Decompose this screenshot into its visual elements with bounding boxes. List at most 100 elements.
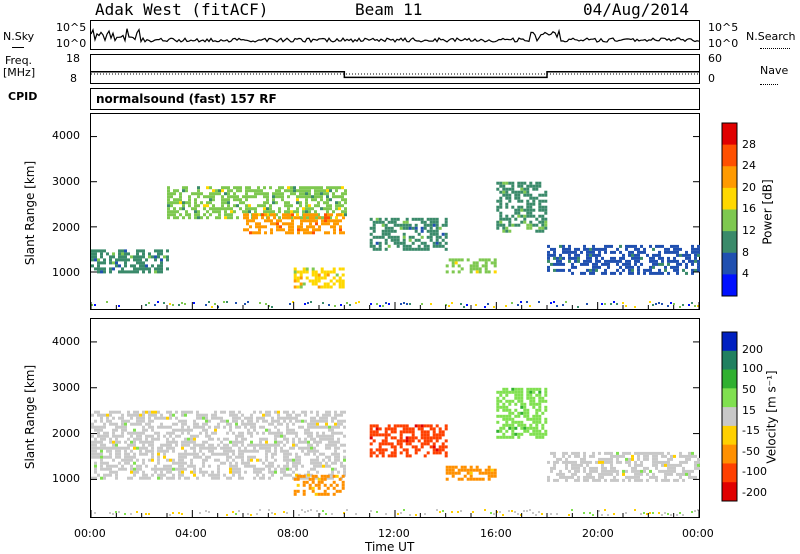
power-cell [142, 249, 145, 253]
power-cell [393, 223, 397, 227]
velocity-cell [532, 426, 536, 430]
power-cell [652, 256, 655, 260]
power-cell [299, 285, 303, 289]
velocity-cell [292, 458, 295, 462]
power-cell [332, 192, 335, 196]
power-cell [435, 235, 439, 239]
power-cell [320, 189, 323, 193]
power-cell [124, 264, 127, 268]
velocity-cell [454, 465, 458, 469]
velocity-cell [499, 405, 503, 409]
power-cell [127, 252, 130, 256]
power-cell [667, 262, 670, 266]
power-cell [329, 186, 332, 190]
velocity-cell [139, 431, 142, 435]
velocity-cell [148, 458, 151, 462]
velocity-cell [277, 440, 280, 444]
power-cell [317, 189, 320, 193]
power-cell [311, 270, 315, 274]
velocity-cell [541, 426, 545, 430]
power-cell [326, 210, 329, 214]
power-cell [94, 255, 97, 259]
velocity-cell [637, 472, 640, 476]
power-cell [94, 267, 97, 271]
power-cell [505, 196, 509, 200]
power-cell [619, 259, 622, 263]
power-cell [396, 223, 400, 227]
velocity-cell [292, 428, 295, 432]
velocity-cell [667, 478, 670, 482]
velocity-cell [378, 427, 382, 431]
power-cell [517, 214, 521, 218]
velocity-cell [634, 469, 637, 473]
power-cell [227, 189, 230, 193]
power-noise [91, 304, 93, 306]
velocity-cell [375, 424, 379, 428]
power-cell [607, 259, 610, 263]
power-cell [526, 202, 530, 206]
power-cell [194, 192, 197, 196]
power-cell [230, 216, 233, 220]
power-cell [341, 210, 344, 214]
velocity-cell [202, 473, 205, 477]
power-cell [170, 201, 173, 205]
power-cell [538, 220, 542, 224]
velocity-cell [298, 458, 301, 462]
velocity-cell [451, 474, 455, 478]
power-noise [556, 305, 558, 307]
velocity-cell [178, 455, 181, 459]
velocity-cell [694, 466, 697, 470]
velocity-cell [335, 489, 339, 493]
velocity-cell [610, 457, 613, 461]
power-cell [324, 222, 327, 226]
power-cell [218, 207, 221, 211]
velocity-cell [526, 390, 530, 394]
velocity-cell [166, 458, 169, 462]
velocity-cell [205, 419, 208, 423]
power-cell [520, 199, 524, 203]
velocity-cell [190, 437, 193, 441]
velocity-cell [289, 416, 292, 420]
velocity-cell [289, 428, 292, 432]
power-cell [478, 258, 482, 262]
power-cell [499, 184, 503, 188]
velocity-cell [457, 477, 461, 481]
x-axis-label: Time UT [365, 540, 415, 554]
power-cell [502, 223, 506, 227]
power-cell [532, 214, 536, 218]
power-cell [339, 213, 342, 217]
power-cell [592, 262, 595, 266]
velocity-cell [520, 411, 524, 415]
velocity-cell [130, 422, 133, 426]
power-cell [393, 229, 397, 233]
power-cell [305, 204, 308, 208]
power-cell [523, 181, 527, 185]
power-cell [209, 198, 212, 202]
power-cell [218, 213, 221, 217]
power-cell [254, 195, 257, 199]
power-cell [402, 241, 406, 245]
power-cell [541, 217, 545, 221]
velocity-cell [112, 428, 115, 432]
power-cell [209, 192, 212, 196]
velocity-noise [640, 513, 642, 515]
velocity-cell [277, 416, 280, 420]
velocity-cell [622, 478, 625, 482]
power-cell [598, 259, 601, 263]
power-cell [336, 219, 339, 223]
velocity-cell [130, 440, 133, 444]
power-cell [154, 255, 157, 259]
power-cell [246, 228, 249, 232]
velocity-cell [625, 469, 628, 473]
velocity-cell [535, 402, 539, 406]
velocity-cell [256, 443, 259, 447]
power-cell [246, 213, 249, 217]
velocity-cell [520, 390, 524, 394]
velocity-cell [205, 470, 208, 474]
velocity-cell [508, 402, 512, 406]
power-cell [139, 261, 142, 265]
velocity-cell [142, 425, 145, 429]
power-cell [185, 186, 188, 190]
velocity-cell [514, 420, 518, 424]
velocity-cell [124, 425, 127, 429]
